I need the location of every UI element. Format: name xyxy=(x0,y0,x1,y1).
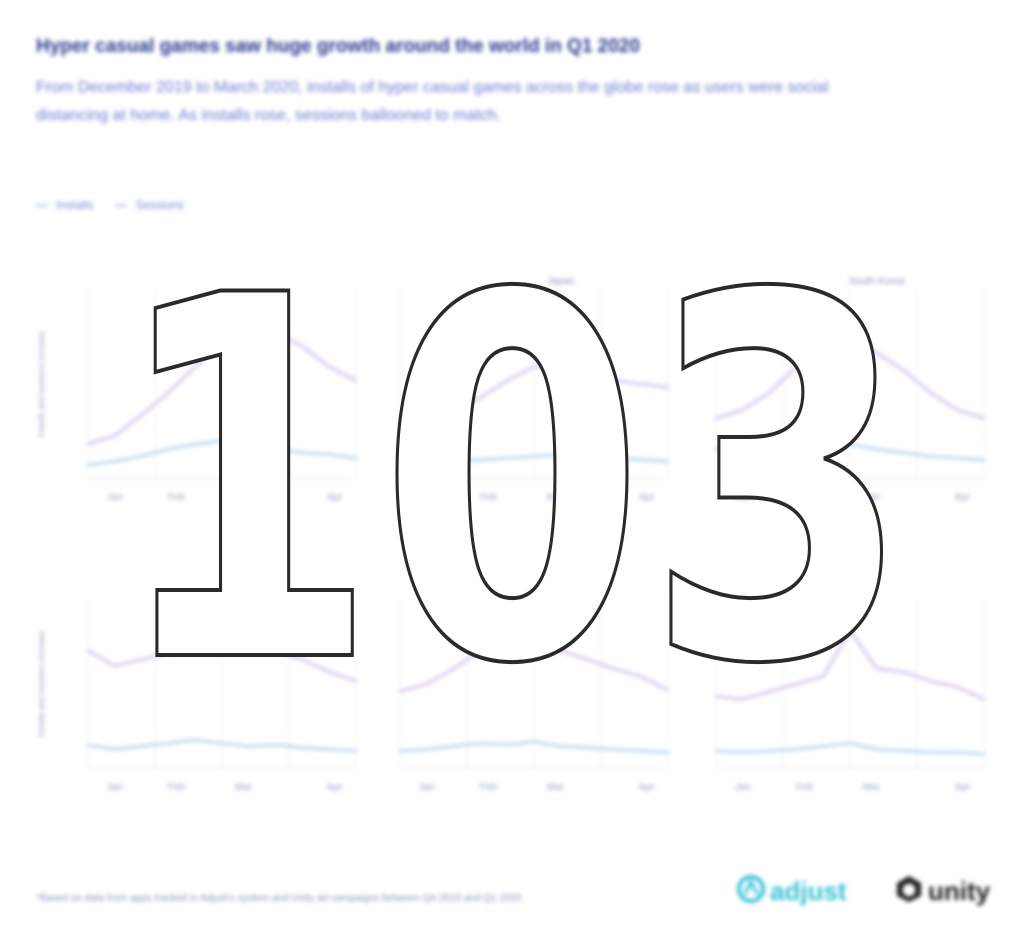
x-tick-label: Feb xyxy=(168,492,186,503)
x-tick-label: Jan xyxy=(419,782,435,793)
x-tick-label: Mar xyxy=(547,492,565,503)
x-tick-label: Mar xyxy=(547,782,565,793)
sessions-line xyxy=(714,339,986,420)
installs-line xyxy=(714,437,986,462)
x-tick-label: Feb xyxy=(168,782,186,793)
x-tick-label: Apr xyxy=(327,782,343,793)
x-tick-label: Jan xyxy=(735,492,751,503)
panel-title: US xyxy=(554,586,568,597)
x-tick-label: Apr xyxy=(639,492,655,503)
footnote: *Based on data from apps tracked in Adju… xyxy=(36,893,522,904)
x-tick-label: Jan xyxy=(419,492,435,503)
x-tick-label: Feb xyxy=(480,782,498,793)
chart-legend: Installs Sessions xyxy=(36,198,184,212)
chart-subtitle: From December 2019 to March 2020, instal… xyxy=(36,79,829,124)
overlay-number: 103 xyxy=(112,191,912,773)
x-tick-label: Mar xyxy=(235,782,253,793)
y-axis-label: Installs and sessions increase xyxy=(37,630,46,737)
x-tick-label: Apr xyxy=(955,782,971,793)
x-tick-label: Mar xyxy=(235,492,253,503)
panel-title: Japan xyxy=(547,276,574,287)
legend-item-sessions: Sessions xyxy=(115,198,184,212)
x-tick-label: Mar xyxy=(863,782,881,793)
unity-logo: unity xyxy=(894,874,990,909)
sessions-line xyxy=(86,327,358,446)
sessions-line xyxy=(86,636,358,683)
installs-line xyxy=(398,453,670,465)
sessions-line xyxy=(714,629,986,701)
installs-line xyxy=(398,740,670,754)
x-tick-label: Jan xyxy=(107,782,123,793)
adjust-logo: adjust xyxy=(736,874,847,909)
adjust-logo-icon xyxy=(736,874,766,909)
x-tick-label: Feb xyxy=(796,492,814,503)
adjust-logo-text: adjust xyxy=(770,876,847,906)
installs-line xyxy=(714,741,986,756)
x-tick-label: Feb xyxy=(480,492,498,503)
sessions-line xyxy=(398,361,670,420)
legend-item-installs: Installs xyxy=(36,198,93,212)
unity-cube-icon xyxy=(894,874,924,909)
x-tick-label: Apr xyxy=(639,782,655,793)
legend-label-installs: Installs xyxy=(56,198,94,212)
x-tick-label: Mar xyxy=(863,492,881,503)
chart-title: Hyper casual games saw huge growth aroun… xyxy=(36,36,640,57)
x-tick-label: Apr xyxy=(327,492,343,503)
x-tick-label: Jan xyxy=(107,492,123,503)
panel-title: South Korea xyxy=(849,276,905,287)
y-axis-label: Installs and sessions increase xyxy=(37,330,46,437)
installs-line xyxy=(86,738,358,753)
legend-label-sessions: Sessions xyxy=(135,198,185,212)
legend-swatch-installs xyxy=(36,203,48,207)
x-tick-label: Feb xyxy=(796,782,814,793)
installs-line xyxy=(86,439,358,467)
x-tick-label: Jan xyxy=(735,782,751,793)
x-tick-label: Apr xyxy=(955,492,971,503)
sessions-line xyxy=(398,633,670,694)
unity-logo-text: unity xyxy=(928,876,991,906)
legend-swatch-sessions xyxy=(115,203,128,207)
